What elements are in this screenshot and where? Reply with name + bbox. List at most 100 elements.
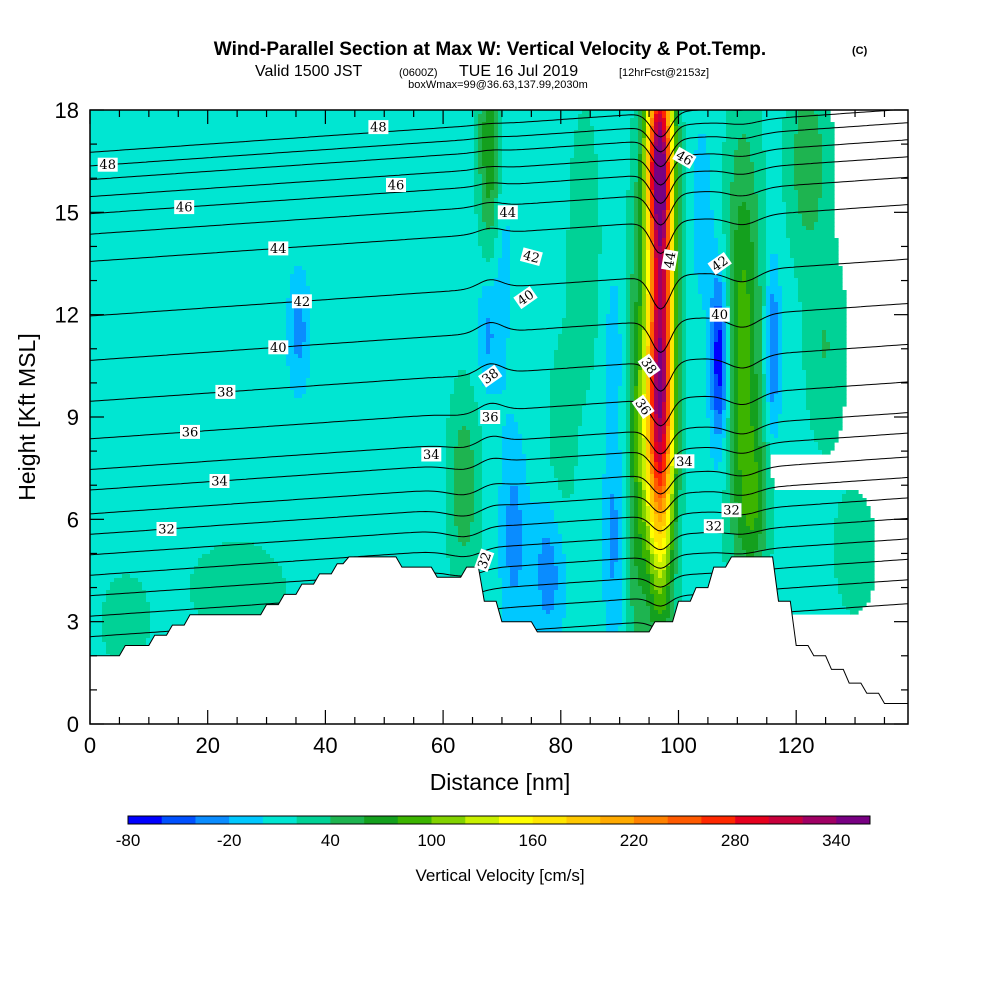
- w-field-cell: [678, 214, 683, 219]
- w-field-cell: [450, 566, 479, 571]
- w-field-cell: [630, 326, 635, 331]
- w-field-cell: [678, 230, 683, 235]
- w-field-cell: [722, 406, 727, 411]
- w-field-cell: [598, 214, 627, 219]
- w-field-cell: [762, 390, 767, 395]
- w-field-cell: [646, 326, 651, 331]
- w-field-cell: [670, 306, 675, 311]
- w-field-cell: [718, 278, 723, 283]
- w-field-cell: [638, 338, 643, 343]
- w-field-cell: [802, 334, 823, 339]
- w-field-cell: [518, 502, 551, 507]
- w-field-cell: [302, 266, 499, 271]
- w-field-cell: [730, 302, 735, 307]
- w-field-cell: [674, 310, 679, 315]
- w-field-cell: [666, 134, 671, 139]
- w-field-cell: [474, 506, 483, 511]
- w-field-cell: [778, 386, 783, 391]
- w-field-cell: [630, 338, 635, 343]
- w-field-cell: [638, 478, 643, 483]
- w-field-cell: [654, 450, 659, 455]
- w-field-cell: [650, 418, 655, 423]
- w-field-cell: [638, 122, 643, 127]
- w-field-cell: [598, 274, 627, 279]
- w-field-cell: [610, 510, 619, 515]
- w-field-cell: [630, 122, 639, 127]
- w-field-cell: [674, 542, 679, 547]
- w-field-cell: [666, 530, 671, 535]
- w-field-cell: [702, 298, 711, 303]
- w-field-cell: [510, 230, 567, 235]
- w-field-cell: [770, 450, 823, 455]
- w-field-cell: [682, 314, 687, 319]
- w-field-cell: [594, 146, 631, 151]
- w-field-cell: [642, 426, 647, 431]
- w-field-cell: [730, 274, 735, 279]
- w-field-cell: [778, 430, 815, 435]
- w-field-cell: [446, 530, 459, 535]
- w-field-cell: [822, 186, 835, 191]
- w-field-cell: [90, 342, 287, 347]
- w-field-cell: [506, 362, 555, 367]
- w-field-cell: [834, 542, 875, 547]
- w-field-cell: [706, 150, 723, 155]
- w-field-cell: [726, 406, 731, 411]
- w-field-cell: [598, 170, 631, 175]
- w-field-cell: [730, 306, 735, 311]
- w-field-cell: [630, 134, 639, 139]
- w-field-cell: [474, 386, 487, 391]
- w-field-cell: [694, 266, 723, 271]
- w-field-cell: [606, 314, 619, 319]
- w-field-cell: [470, 534, 483, 539]
- w-field-cell: [734, 246, 755, 251]
- w-field-cell: [598, 326, 607, 331]
- w-field-cell: [750, 218, 759, 223]
- w-field-cell: [658, 130, 663, 135]
- w-field-cell: [658, 262, 663, 267]
- w-field-cell: [638, 306, 643, 311]
- w-field-cell: [758, 274, 767, 279]
- w-field-cell: [610, 566, 615, 571]
- w-field-cell: [686, 298, 703, 303]
- w-field-cell: [642, 170, 647, 175]
- w-field-cell: [658, 222, 663, 227]
- w-field-cell: [506, 534, 523, 539]
- w-field-cell: [562, 322, 599, 327]
- w-field-cell: [722, 390, 727, 395]
- w-field-cell: [90, 450, 447, 455]
- w-field-cell: [446, 550, 483, 555]
- w-field-cell: [506, 382, 551, 387]
- w-field-cell: [594, 142, 631, 147]
- w-field-cell: [726, 378, 731, 383]
- w-field-cell: [626, 206, 635, 211]
- w-field-cell: [734, 358, 739, 363]
- w-field-cell: [670, 466, 675, 471]
- w-field-cell: [510, 326, 563, 331]
- w-field-cell: [742, 270, 747, 275]
- w-field-cell: [662, 214, 667, 219]
- w-field-cell: [638, 334, 643, 339]
- w-field-cell: [498, 510, 507, 515]
- w-field-cell: [646, 474, 651, 479]
- w-field-cell: [674, 382, 679, 387]
- w-field-cell: [90, 254, 483, 259]
- w-field-cell: [758, 502, 763, 507]
- w-field-cell: [642, 418, 647, 423]
- w-field-cell: [750, 362, 755, 367]
- w-field-cell: [598, 178, 631, 183]
- w-field-cell: [662, 482, 667, 487]
- w-field-cell: [630, 438, 635, 443]
- w-field-cell: [490, 326, 511, 331]
- w-field-cell: [642, 542, 647, 547]
- colorbar-tick-label: 220: [620, 831, 648, 850]
- w-field-cell: [678, 226, 683, 231]
- w-field-cell: [674, 374, 679, 379]
- w-field-cell: [778, 414, 811, 419]
- w-field-cell: [678, 122, 687, 127]
- w-field-cell: [570, 190, 599, 195]
- w-field-cell: [734, 338, 739, 343]
- w-field-cell: [642, 474, 647, 479]
- w-field-cell: [654, 142, 659, 147]
- w-field-cell: [794, 158, 823, 163]
- w-field-cell: [494, 254, 503, 259]
